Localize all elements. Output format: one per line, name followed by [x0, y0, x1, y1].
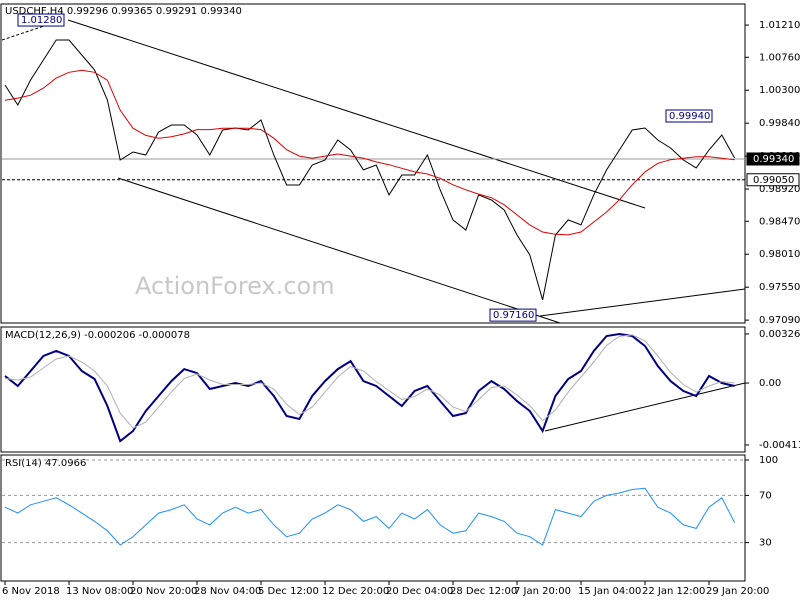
y-tick-label: 0.97090	[759, 315, 800, 326]
x-tick-label: 5 Dec 12:00	[258, 586, 319, 597]
series-line	[4, 69, 735, 236]
annotation-box	[665, 109, 713, 123]
x-tick-label: 13 Nov 08:00	[66, 586, 133, 597]
trend-line	[117, 177, 561, 324]
x-tick-label: 20 Nov 20:00	[130, 586, 197, 597]
x-tick-label: 20 Dec 04:00	[386, 586, 453, 597]
annotation-box	[17, 13, 65, 27]
y-tick-label: 100	[759, 455, 778, 466]
y-tick-label: 0.97550	[759, 282, 800, 293]
y-tick-label: 0.003265	[759, 329, 800, 340]
annotation: 0.99940	[669, 111, 710, 122]
y-tick-label: 0.98010	[759, 249, 800, 260]
series-line	[4, 334, 735, 429]
annotation-box	[489, 308, 537, 322]
trend-line	[539, 288, 746, 317]
y-tick-label: 0.98470	[759, 216, 800, 227]
y-tick-label: 1.00300	[759, 85, 800, 96]
series-line	[4, 487, 736, 546]
macd-panel	[0, 326, 746, 453]
y-tick-label: 0.00	[759, 378, 781, 389]
trend-line	[544, 382, 746, 432]
y-tick-label: 70	[759, 490, 772, 501]
x-tick-label: 29 Jan 20:00	[706, 586, 769, 597]
series-line	[4, 332, 735, 443]
rsi-panel	[0, 454, 746, 582]
x-tick-label: 12 Dec 20:00	[322, 586, 389, 597]
y-tick-label: 1.01210	[759, 20, 800, 31]
price-label: 0.99340	[753, 154, 794, 165]
y-tick-label: -0.004119	[759, 440, 800, 451]
price-title: USDCHF,H4 0.99296 0.99365 0.99291 0.9934…	[5, 6, 242, 17]
x-tick-label: 15 Jan 04:00	[578, 586, 641, 597]
annotation: 0.97160	[493, 310, 534, 321]
x-tick-label: 22 Jan 12:00	[642, 586, 705, 597]
series-line	[4, 39, 736, 301]
price-label-box	[746, 152, 800, 166]
x-tick-label: 7 Jan 20:00	[514, 586, 571, 597]
price-label-box	[746, 173, 800, 187]
annotation: 1.01280	[21, 15, 62, 26]
macd-title: MACD(12,26,9) -0.000206 -0.000078	[5, 330, 190, 341]
y-tick-label: 0.98920	[759, 184, 800, 195]
watermark: ActionForex.com	[135, 272, 335, 300]
x-tick-label: 28 Nov 04:00	[194, 586, 261, 597]
x-tick-label: 28 Dec 12:00	[450, 586, 517, 597]
trend-line	[67, 19, 646, 209]
y-tick-label: 0.99840	[759, 118, 800, 129]
price-panel	[0, 3, 746, 324]
y-tick-label: 30	[759, 538, 772, 549]
x-tick-label: 6 Nov 2018	[2, 586, 60, 597]
y-tick-label: 1.00760	[759, 52, 800, 63]
price-label: 0.99050	[753, 175, 794, 186]
rsi-title: RSI(14) 47.0966	[5, 458, 86, 469]
